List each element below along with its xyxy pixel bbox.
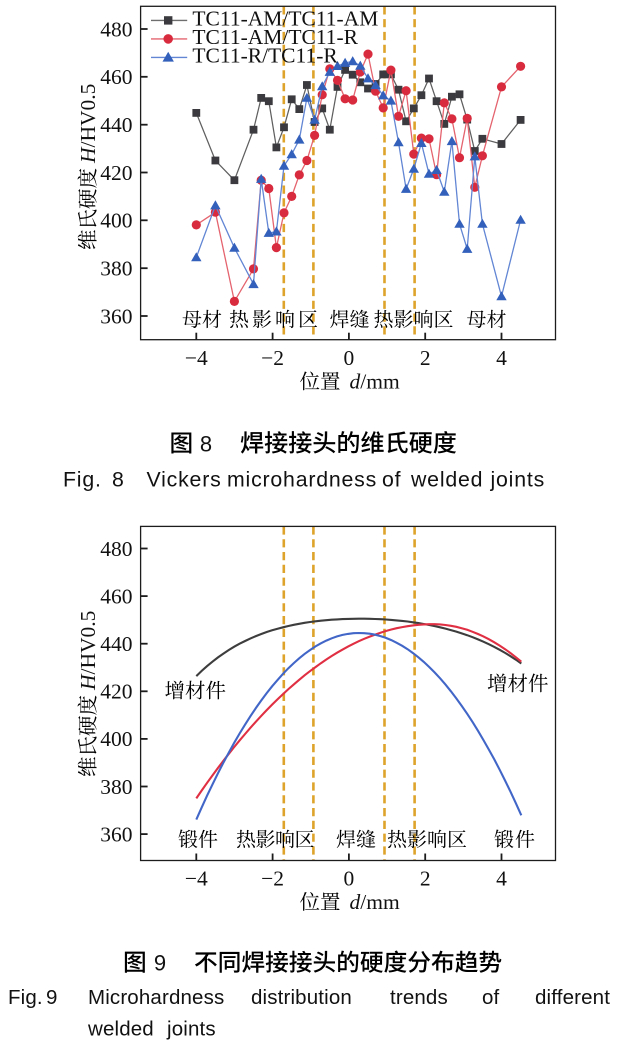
svg-text:4: 4 xyxy=(496,866,507,890)
svg-text:360: 360 xyxy=(100,822,132,846)
svg-text:welded: welded xyxy=(87,1018,154,1041)
svg-text:H/HV0.5: H/HV0.5 xyxy=(76,611,100,691)
svg-text:8: 8 xyxy=(200,432,212,457)
svg-text:440: 440 xyxy=(100,632,132,656)
svg-text:microhardness: microhardness xyxy=(227,468,377,492)
svg-text:−4: −4 xyxy=(185,866,208,890)
svg-text:400: 400 xyxy=(100,209,132,233)
svg-text:welded: welded xyxy=(410,468,483,492)
svg-text:420: 420 xyxy=(100,161,132,185)
svg-text:Vickers: Vickers xyxy=(147,468,222,492)
svg-text:4: 4 xyxy=(496,346,507,370)
svg-text:9: 9 xyxy=(154,951,166,976)
svg-text:460: 460 xyxy=(100,584,132,608)
svg-text:joints: joints xyxy=(490,468,546,492)
svg-text:d/mm: d/mm xyxy=(350,370,400,394)
svg-text:joints: joints xyxy=(166,1018,216,1041)
svg-text:360: 360 xyxy=(100,304,132,328)
svg-text:distribution: distribution xyxy=(251,986,352,1009)
svg-text:380: 380 xyxy=(100,257,132,281)
svg-text:−2: −2 xyxy=(261,346,284,370)
svg-text:Fig.: Fig. xyxy=(63,468,102,492)
svg-text:of: of xyxy=(382,468,401,492)
svg-text:Microhardness: Microhardness xyxy=(88,986,224,1009)
svg-text:d/mm: d/mm xyxy=(350,890,400,914)
svg-text:460: 460 xyxy=(100,65,132,89)
svg-text:400: 400 xyxy=(100,727,132,751)
svg-text:TC11-AM/TC11-R: TC11-AM/TC11-R xyxy=(192,25,358,49)
svg-text:480: 480 xyxy=(100,17,132,41)
svg-text:2: 2 xyxy=(420,866,431,890)
svg-text:H/HV0.5: H/HV0.5 xyxy=(76,84,100,164)
svg-text:trends: trends xyxy=(390,986,448,1009)
svg-text:0: 0 xyxy=(344,866,355,890)
svg-text:440: 440 xyxy=(100,113,132,137)
svg-text:of: of xyxy=(482,986,500,1009)
svg-text:different: different xyxy=(535,986,610,1009)
svg-text:−4: −4 xyxy=(185,346,208,370)
svg-text:TC11-AM/TC11-AM: TC11-AM/TC11-AM xyxy=(192,6,378,30)
svg-text:380: 380 xyxy=(100,775,132,799)
svg-text:0: 0 xyxy=(344,346,355,370)
svg-text:480: 480 xyxy=(100,537,132,561)
svg-text:−2: −2 xyxy=(261,866,284,890)
svg-text:9: 9 xyxy=(46,986,58,1009)
svg-text:8: 8 xyxy=(112,468,125,492)
svg-text:TC11-R/TC11-R: TC11-R/TC11-R xyxy=(192,43,338,67)
svg-text:2: 2 xyxy=(420,346,431,370)
svg-text:Fig.: Fig. xyxy=(8,986,43,1009)
svg-text:420: 420 xyxy=(100,680,132,704)
